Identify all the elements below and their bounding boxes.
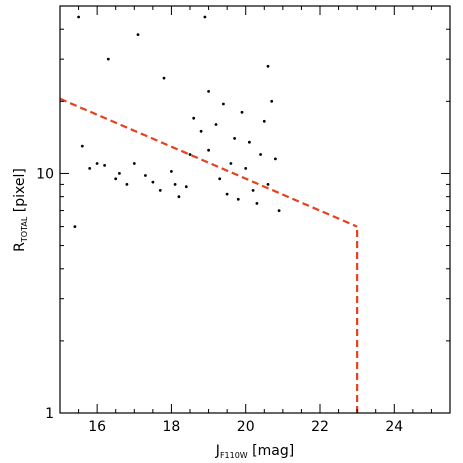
y-tick-label: 10 (36, 166, 54, 182)
plot-frame (59, 5, 451, 414)
data-point (77, 15, 80, 19)
data-point (266, 64, 270, 68)
data-point (95, 162, 99, 165)
data-point (262, 119, 266, 123)
x-tick-label: 20 (237, 419, 255, 435)
cutoff-line (59, 97, 359, 413)
data-point (184, 185, 188, 189)
data-point (199, 129, 203, 133)
data-point (132, 162, 136, 165)
x-axis-ticks: 16 18 20 22 24 (59, 6, 451, 435)
data-point (103, 164, 106, 167)
data-point (248, 140, 251, 144)
data-point (114, 177, 118, 181)
data-point (192, 116, 196, 120)
data-point (229, 162, 233, 165)
data-point (266, 183, 270, 186)
data-point (236, 197, 240, 201)
data-point (170, 170, 173, 173)
x-axis-label-rest: [mag] (248, 443, 294, 459)
data-point (151, 180, 155, 184)
y-axis-label: RTOTAL [pixel] (12, 168, 29, 252)
data-point (207, 148, 211, 152)
data-point (222, 102, 225, 106)
data-point (73, 225, 77, 229)
data-point (270, 99, 274, 103)
data-point (218, 177, 222, 181)
x-tick-label: 22 (311, 419, 329, 435)
data-point (162, 76, 166, 80)
data-point (240, 110, 244, 114)
data-point (118, 172, 121, 175)
data-point (136, 33, 140, 36)
data-point (158, 189, 162, 192)
data-point (125, 183, 129, 186)
data-point (88, 167, 92, 170)
data-point (173, 183, 177, 186)
data-point (277, 209, 281, 213)
data-point (233, 137, 237, 140)
data-point (188, 153, 192, 156)
y-axis-ticks: 1 10 (36, 5, 450, 422)
x-axis-label: JF110W [mag] (215, 443, 294, 460)
y-tick-label: 1 (45, 406, 54, 422)
y-axis-label-sub: TOTAL (20, 216, 29, 243)
x-tick-label: 24 (385, 419, 403, 435)
data-point (251, 189, 255, 192)
x-axis-label-sub: F110W (220, 451, 248, 460)
data-point (259, 153, 262, 156)
data-point (244, 167, 248, 170)
x-axis-label-main: J (215, 443, 220, 459)
data-point (177, 195, 181, 199)
y-axis-label-main: R (12, 242, 28, 252)
data-point (144, 174, 147, 177)
data-point (255, 202, 259, 205)
x-tick-label: 16 (88, 419, 106, 435)
scatter-points (73, 15, 281, 229)
y-axis-label-rest: [pixel] (12, 168, 28, 217)
cutoff-line-diagonal (59, 97, 358, 228)
data-point (274, 157, 277, 161)
data-point (80, 144, 84, 148)
data-point (225, 192, 229, 196)
data-point (214, 123, 218, 126)
x-tick-label: 18 (163, 419, 181, 435)
data-point (207, 90, 211, 93)
data-point (106, 57, 110, 61)
data-point (203, 15, 207, 19)
